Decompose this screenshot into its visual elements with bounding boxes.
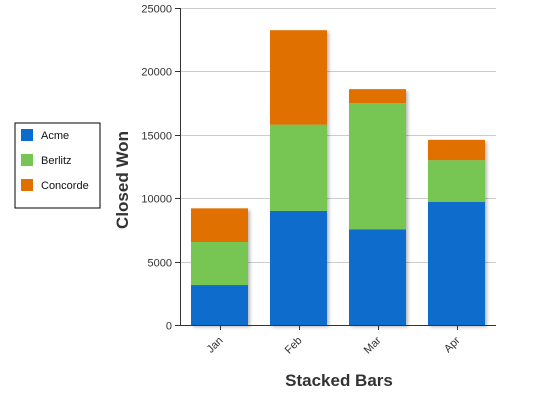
bar-concorde-apr bbox=[428, 139, 485, 161]
bar-berlitz-jan bbox=[191, 241, 248, 286]
x-axis: Jan Feb Mar Apr bbox=[180, 325, 496, 357]
bar-stack-mar bbox=[349, 89, 406, 325]
x-tick-label: Mar bbox=[362, 334, 384, 356]
bar-stack-apr bbox=[428, 139, 485, 325]
bar-acme-feb bbox=[270, 210, 327, 325]
bars bbox=[191, 30, 485, 325]
y-tick-label: 25000 bbox=[141, 4, 172, 16]
x-tick-label: Feb bbox=[283, 335, 305, 357]
x-axis-title: Stacked Bars bbox=[285, 371, 393, 390]
bar-berlitz-mar bbox=[349, 103, 406, 230]
bar-acme-jan bbox=[191, 285, 248, 325]
bar-acme-apr bbox=[428, 202, 485, 325]
legend-label-concorde: Concorde bbox=[41, 180, 89, 192]
legend-swatch-berlitz bbox=[21, 154, 33, 166]
y-tick-label: 5000 bbox=[148, 258, 172, 270]
bar-concorde-jan bbox=[191, 208, 248, 242]
x-tick-label: Jan bbox=[205, 335, 226, 356]
y-axis-title: Closed Won bbox=[113, 131, 132, 229]
y-tick-label: 0 bbox=[166, 321, 172, 333]
bar-stack-feb bbox=[270, 30, 327, 325]
legend: Acme Berlitz Concorde bbox=[14, 122, 101, 209]
y-tick-label: 15000 bbox=[141, 131, 172, 143]
bar-stack-jan bbox=[191, 208, 248, 325]
bar-concorde-mar bbox=[349, 89, 406, 104]
y-tick-label: 10000 bbox=[141, 194, 172, 206]
bar-berlitz-feb bbox=[270, 124, 327, 211]
y-axis: 0 5000 10000 15000 20000 25000 bbox=[141, 4, 181, 333]
legend-label-acme: Acme bbox=[41, 130, 69, 142]
x-tick-label: Apr bbox=[442, 334, 463, 355]
legend-swatch-concorde bbox=[21, 179, 33, 191]
bar-berlitz-apr bbox=[428, 160, 485, 203]
bar-concorde-feb bbox=[270, 30, 327, 125]
legend-swatch-acme bbox=[21, 129, 33, 141]
bar-acme-mar bbox=[349, 229, 406, 325]
y-tick-label: 20000 bbox=[141, 67, 172, 79]
legend-label-berlitz: Berlitz bbox=[41, 155, 72, 167]
